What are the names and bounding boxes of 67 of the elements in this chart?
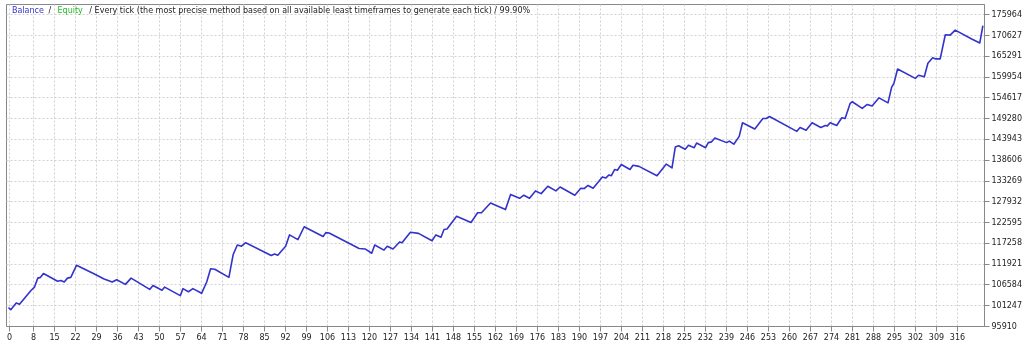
line-series xyxy=(8,25,984,311)
y-tick-label: 106584 xyxy=(991,279,1023,289)
x-tick-label: 106 xyxy=(319,332,336,342)
x-tick-label: 0 xyxy=(6,332,13,342)
x-tick-label: 225 xyxy=(676,332,693,342)
x-tick-label: 8 xyxy=(30,332,37,342)
x-tick-label: 92 xyxy=(280,332,291,342)
y-tick-label: 138606 xyxy=(991,155,1023,165)
x-tick-label: 218 xyxy=(655,332,672,342)
x-tick-label: 302 xyxy=(907,332,924,342)
x-tick-label: 50 xyxy=(154,332,165,342)
x-tick-label: 22 xyxy=(70,332,81,342)
x-tick-label: 246 xyxy=(739,332,756,342)
x-tick-label: 78 xyxy=(238,332,249,342)
y-tick-label: 154617 xyxy=(991,92,1023,102)
x-tick-label: 260 xyxy=(781,332,798,342)
y-tick-label: 170627 xyxy=(991,30,1023,40)
x-tick-label: 29 xyxy=(91,332,102,342)
x-tick-label: 15 xyxy=(49,332,60,342)
x-tick-label: 295 xyxy=(886,332,903,342)
x-tick-label: 71 xyxy=(217,332,228,342)
x-tick-label: 155 xyxy=(466,332,483,342)
y-tick-label: 101247 xyxy=(991,300,1023,310)
x-tick-label: 169 xyxy=(508,332,525,342)
y-tick-label: 127932 xyxy=(991,196,1023,206)
x-tick-label: 162 xyxy=(487,332,504,342)
x-tick-label: 113 xyxy=(340,332,357,342)
annotation: / Every tick (the most precise method based on all available least timeframes to generate each tick) / 99.90% xyxy=(89,6,531,15)
x-tick-label: 281 xyxy=(844,332,861,342)
x-tick-label: 127 xyxy=(382,332,399,342)
y-tick-label: 175964 xyxy=(991,9,1023,19)
x-tick-label: 288 xyxy=(865,332,882,342)
x-tick-label: 57 xyxy=(175,332,186,342)
x-tick-label: 309 xyxy=(928,332,945,342)
y-tick-label: 149280 xyxy=(991,113,1023,123)
x-tick-label: 316 xyxy=(949,332,966,342)
x-tick-label: 253 xyxy=(760,332,777,342)
y-tick-label: 133269 xyxy=(991,176,1023,186)
y-tick-label: 117258 xyxy=(991,238,1023,248)
text: Balance xyxy=(12,6,44,15)
x-tick-label: 43 xyxy=(133,332,144,342)
y-tick-label: 95910 xyxy=(991,321,1017,331)
x-tick-label: 239 xyxy=(718,332,735,342)
x-tick-label: 183 xyxy=(550,332,567,342)
x-tick-label: 99 xyxy=(301,332,312,342)
x-tick-label: 211 xyxy=(634,332,651,342)
x-tick-label: 141 xyxy=(424,332,441,342)
x-tick-label: 36 xyxy=(112,332,123,342)
x-tick-label: 204 xyxy=(613,332,630,342)
y-tick-label: 165291 xyxy=(991,51,1023,61)
x-tick-label: 197 xyxy=(592,332,609,342)
x-tick-label: 176 xyxy=(529,332,546,342)
x-tick-label: 148 xyxy=(445,332,462,342)
legend-label: Equity xyxy=(57,6,84,15)
x-tick-label: 232 xyxy=(697,332,714,342)
x-tick-label: 64 xyxy=(196,332,207,342)
annotation: / xyxy=(48,6,52,15)
x-tick-label: 274 xyxy=(823,332,840,342)
x-tick-label: 190 xyxy=(571,332,588,342)
x-tick-label: 120 xyxy=(361,332,378,342)
x-tick-label: 85 xyxy=(259,332,270,342)
x-tick-label: 267 xyxy=(802,332,819,342)
y-tick-label: 111921 xyxy=(991,259,1023,269)
y-tick-label: 159954 xyxy=(991,72,1023,82)
y-tick-label: 143943 xyxy=(991,134,1023,144)
x-tick-label: 134 xyxy=(403,332,420,342)
y-tick-label: 122595 xyxy=(991,217,1023,227)
